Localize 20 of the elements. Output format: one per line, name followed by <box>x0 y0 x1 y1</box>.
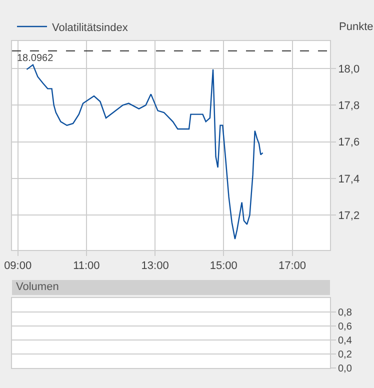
x-tick-label: 11:00 <box>73 260 100 272</box>
y-tick-label: 17,8 <box>338 100 360 112</box>
y-tick-label: 0,2 <box>338 350 352 360</box>
y-axis-title: Punkte <box>339 21 374 33</box>
y-tick-label: 17,6 <box>338 136 360 149</box>
y-tick-label: 0,8 <box>338 308 352 318</box>
x-tick-label: 15:00 <box>210 260 238 272</box>
y-tick-label: 17,4 <box>338 173 360 186</box>
y-tick-label: 0,4 <box>338 336 352 346</box>
x-tick-label: 17:00 <box>278 260 306 272</box>
x-tick-label: 09:00 <box>4 260 32 272</box>
ref-line-label: 18.0962 <box>17 53 54 64</box>
line-series <box>26 64 264 240</box>
chart-title: Volumen <box>12 280 330 295</box>
legend-label: Volatilitätsindex <box>52 22 128 34</box>
y-tick-label: 0,0 <box>338 364 352 374</box>
y-tick-label: 18,0 <box>338 63 360 76</box>
y-tick-label: 0,6 <box>338 322 352 332</box>
y-tick-label: 17,2 <box>338 210 360 222</box>
x-tick-label: 13:00 <box>141 260 169 272</box>
